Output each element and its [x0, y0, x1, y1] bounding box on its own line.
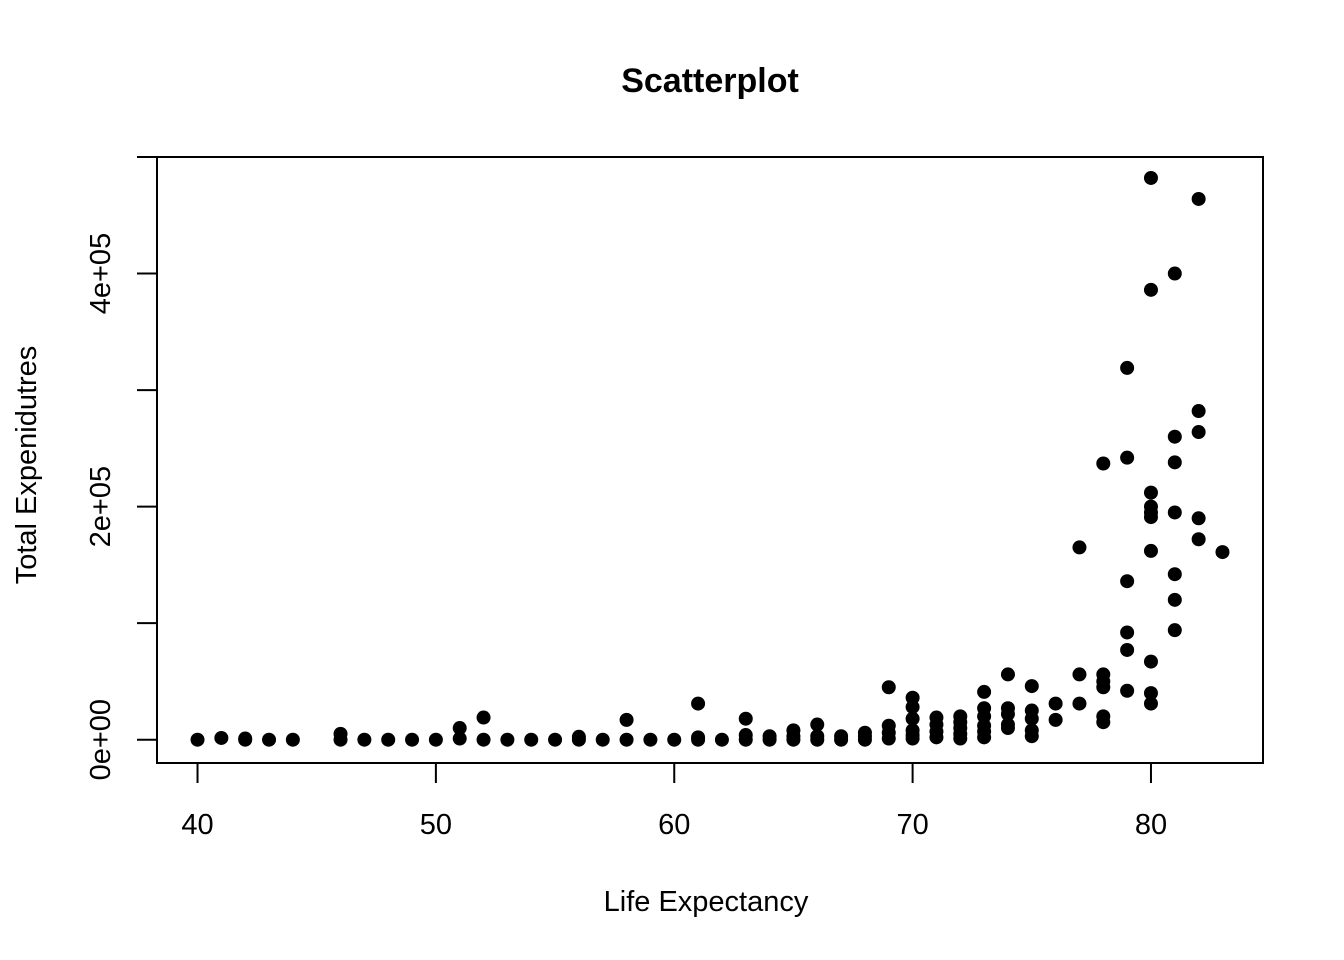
data-point	[1167, 505, 1182, 520]
data-point	[262, 732, 277, 747]
x-axis-ticks: 40 50 60 70 80	[181, 763, 1167, 841]
data-point	[905, 700, 920, 715]
data-point	[786, 732, 801, 747]
data-point	[1072, 696, 1087, 711]
data-point	[1191, 404, 1206, 419]
data-point	[214, 730, 229, 745]
data-point	[524, 732, 539, 747]
data-point	[1143, 510, 1158, 525]
data-point	[428, 732, 443, 747]
data-point	[691, 732, 706, 747]
data-point	[953, 731, 968, 746]
data-point	[548, 732, 563, 747]
y-tick-label: 4e+05	[85, 233, 117, 314]
data-point	[1072, 540, 1087, 555]
data-point	[1167, 455, 1182, 470]
y-axis-label: Total Expenidutres	[11, 346, 43, 585]
data-point	[190, 732, 205, 747]
data-point	[1143, 654, 1158, 669]
data-point	[643, 732, 658, 747]
data-points	[190, 170, 1230, 747]
data-point	[667, 732, 682, 747]
data-point	[977, 730, 992, 745]
data-point	[881, 731, 896, 746]
data-point	[1143, 282, 1158, 297]
data-point	[1000, 721, 1015, 736]
data-point	[857, 732, 872, 747]
data-point	[881, 680, 896, 695]
data-point	[1191, 425, 1206, 440]
data-point	[381, 732, 396, 747]
data-point	[977, 684, 992, 699]
data-point	[500, 732, 515, 747]
data-point	[714, 732, 729, 747]
data-point	[834, 732, 849, 747]
data-point	[1024, 711, 1039, 726]
data-point	[810, 732, 825, 747]
data-point	[1191, 191, 1206, 206]
data-point	[1167, 567, 1182, 582]
y-axis-ticks: 0e+00 2e+05 4e+05	[85, 156, 157, 780]
data-point	[1143, 485, 1158, 500]
x-tick-label: 80	[1135, 809, 1167, 841]
data-point	[929, 730, 944, 745]
data-point	[571, 732, 586, 747]
data-point	[619, 732, 634, 747]
data-point	[357, 732, 372, 747]
data-point	[1215, 545, 1230, 560]
data-point	[333, 732, 348, 747]
data-point	[1191, 511, 1206, 526]
y-tick-label: 0e+00	[85, 699, 117, 780]
data-point	[905, 711, 920, 726]
data-point	[238, 732, 253, 747]
data-point	[1120, 450, 1135, 465]
data-point	[1048, 712, 1063, 727]
data-point	[405, 732, 420, 747]
data-point	[1120, 574, 1135, 589]
data-point	[738, 732, 753, 747]
data-point	[1120, 642, 1135, 657]
x-axis-label: Life Expectancy	[604, 886, 809, 918]
data-point	[1120, 683, 1135, 698]
data-point	[1143, 686, 1158, 701]
data-point	[1167, 592, 1182, 607]
data-point	[1167, 623, 1182, 638]
data-point	[738, 711, 753, 726]
data-point	[476, 732, 491, 747]
data-point	[1096, 456, 1111, 471]
data-point	[1120, 625, 1135, 640]
chart-title: Scatterplot	[621, 62, 799, 100]
y-tick-label: 2e+05	[85, 466, 117, 547]
data-point	[1167, 429, 1182, 444]
data-point	[905, 731, 920, 746]
data-point	[595, 732, 610, 747]
data-point	[476, 710, 491, 725]
data-point	[1143, 696, 1158, 711]
data-point	[810, 717, 825, 732]
data-point	[1024, 679, 1039, 694]
data-point	[1048, 696, 1063, 711]
data-point	[1024, 729, 1039, 744]
data-point	[1143, 543, 1158, 558]
data-point	[1191, 532, 1206, 547]
data-point	[1167, 266, 1182, 281]
data-point	[452, 721, 467, 736]
x-tick-label: 60	[658, 809, 690, 841]
data-point	[1120, 360, 1135, 375]
data-point	[1143, 170, 1158, 185]
data-point	[1096, 680, 1111, 695]
data-point	[1000, 667, 1015, 682]
data-point	[1096, 715, 1111, 730]
data-point	[691, 696, 706, 711]
data-point	[762, 732, 777, 747]
data-point	[1000, 707, 1015, 722]
data-point	[619, 712, 634, 727]
x-tick-label: 70	[896, 809, 928, 841]
x-tick-label: 40	[181, 809, 213, 841]
data-point	[1072, 667, 1087, 682]
data-point	[285, 732, 300, 747]
x-tick-label: 50	[420, 809, 452, 841]
data-point	[452, 731, 467, 746]
